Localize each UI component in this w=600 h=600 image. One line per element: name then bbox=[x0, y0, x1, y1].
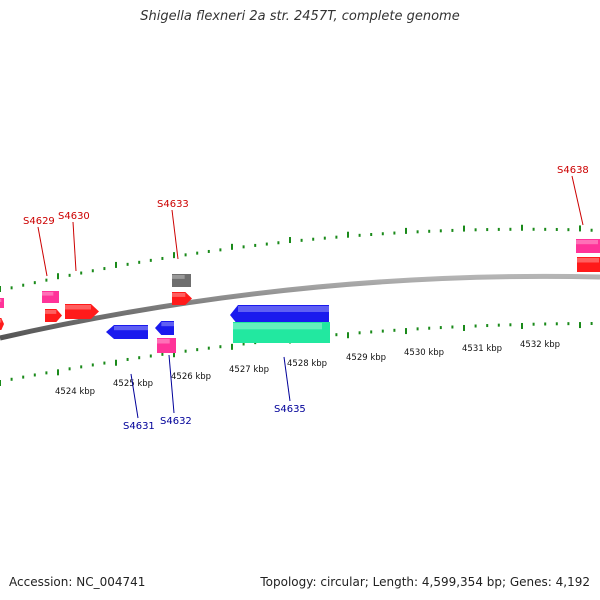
scale-label: 4529 kbp bbox=[346, 353, 386, 363]
gene-block[interactable] bbox=[577, 257, 600, 272]
gene-highlight bbox=[576, 240, 598, 245]
scale-label: 4532 kbp bbox=[520, 340, 560, 350]
gene-label-leader bbox=[171, 209, 179, 260]
genome-summary-text: Topology: circular; Length: 4,599,354 bp… bbox=[260, 575, 590, 589]
gene-highlight bbox=[42, 292, 54, 296]
gene-highlight bbox=[114, 326, 148, 331]
gene-arrow[interactable] bbox=[65, 304, 99, 319]
gene-highlight bbox=[161, 322, 174, 327]
gene-arrow[interactable] bbox=[230, 305, 329, 325]
gene-highlight bbox=[0, 299, 2, 302]
gene-highlight bbox=[233, 323, 322, 330]
genome-title: Shigella flexneri 2a str. 2457T, complet… bbox=[140, 9, 460, 24]
scale-labels: 4524 kbp 4525 kbp 4526 kbp 4527 kbp 4528… bbox=[55, 340, 560, 397]
gene-label-S4629[interactable]: S4629 bbox=[23, 216, 55, 227]
gene-highlight bbox=[45, 310, 57, 314]
gene-label-leader bbox=[130, 373, 139, 419]
scale-label: 4526 kbp bbox=[171, 372, 211, 382]
gene-labels: S4629 S4630 S4633 S4638 S4631 S4632 S463… bbox=[23, 165, 589, 432]
gene-label-S4630[interactable]: S4630 bbox=[58, 211, 90, 222]
gene-label-leader bbox=[283, 356, 291, 402]
gene-arrow[interactable] bbox=[172, 292, 192, 305]
gene-block[interactable] bbox=[233, 322, 330, 343]
gene-highlight bbox=[172, 275, 185, 279]
genome-backbone bbox=[0, 273, 600, 341]
gene-label-S4638[interactable]: S4638 bbox=[557, 165, 589, 176]
scale-label: 4524 kbp bbox=[55, 387, 95, 397]
gene-label-S4632[interactable]: S4632 bbox=[160, 416, 192, 427]
gene-block[interactable] bbox=[0, 298, 4, 308]
gene-label-S4633[interactable]: S4633 bbox=[157, 199, 189, 210]
gene-highlight bbox=[65, 305, 91, 310]
scale-label: 4530 kbp bbox=[404, 348, 444, 358]
gene-highlight bbox=[157, 339, 170, 344]
gene-label-leader bbox=[72, 221, 77, 272]
gene-highlight bbox=[238, 306, 329, 312]
gene-block[interactable] bbox=[172, 274, 191, 287]
gene-block[interactable] bbox=[157, 338, 176, 353]
scale-label: 4527 kbp bbox=[229, 365, 269, 375]
gene-label-leader bbox=[37, 226, 48, 277]
gene-label-leader bbox=[168, 354, 175, 414]
scale-label: 4528 kbp bbox=[287, 359, 327, 369]
gene-block[interactable] bbox=[576, 239, 600, 253]
gene-arrow[interactable] bbox=[155, 321, 174, 335]
gene-highlight bbox=[0, 319, 2, 323]
accession-text: Accession: NC_004741 bbox=[9, 575, 146, 589]
gene-arrow[interactable] bbox=[0, 318, 4, 330]
gene-label-leader bbox=[571, 175, 584, 226]
outer-tick-track bbox=[0, 224, 593, 292]
scale-label: 4531 kbp bbox=[462, 344, 502, 354]
gene-label-S4635[interactable]: S4635 bbox=[274, 404, 306, 415]
gene-block[interactable] bbox=[42, 291, 59, 303]
gene-highlight bbox=[577, 258, 599, 263]
gene-arrow[interactable] bbox=[45, 309, 62, 322]
gene-arrow[interactable] bbox=[106, 325, 148, 339]
gene-label-S4631[interactable]: S4631 bbox=[123, 421, 155, 432]
gene-highlight bbox=[172, 293, 186, 297]
gene-features bbox=[0, 239, 600, 353]
